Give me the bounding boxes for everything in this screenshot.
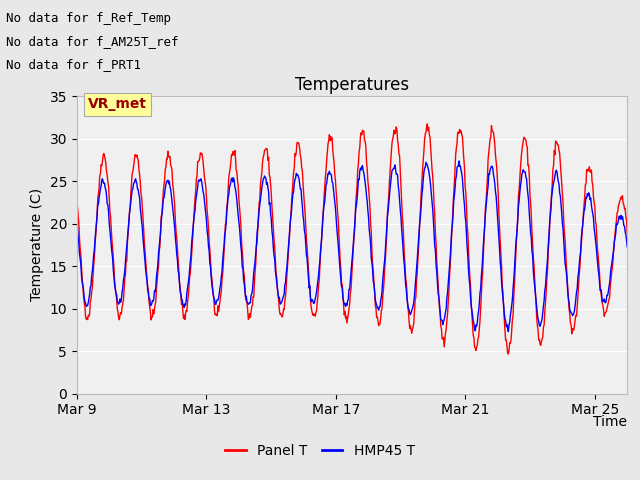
Text: No data for f_Ref_Temp: No data for f_Ref_Temp — [6, 12, 172, 25]
Y-axis label: Temperature (C): Temperature (C) — [30, 188, 44, 301]
Legend: Panel T, HMP45 T: Panel T, HMP45 T — [220, 438, 420, 464]
Text: Time: Time — [593, 415, 627, 429]
Text: VR_met: VR_met — [88, 97, 147, 111]
Text: No data for f_AM25T_ref: No data for f_AM25T_ref — [6, 35, 179, 48]
Title: Temperatures: Temperatures — [295, 76, 409, 95]
Text: No data for f_PRT1: No data for f_PRT1 — [6, 58, 141, 71]
